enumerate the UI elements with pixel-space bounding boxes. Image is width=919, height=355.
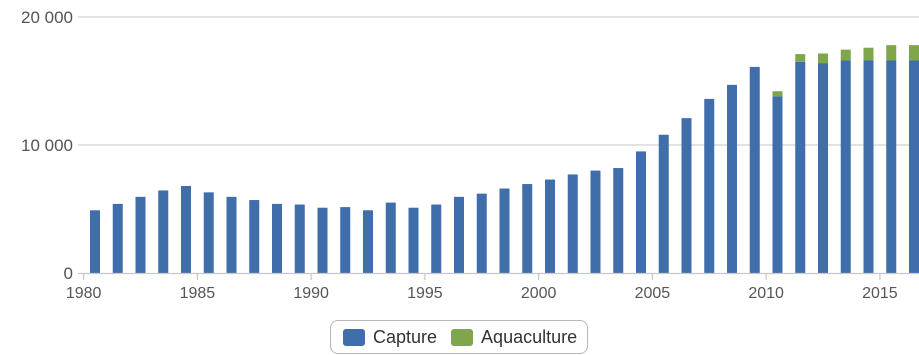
- y-tick-label: 0: [64, 264, 73, 283]
- bar-aquaculture-2014[interactable]: [863, 47, 874, 61]
- bar-capture-2010[interactable]: [772, 96, 783, 273]
- legend-swatch-aquaculture: [451, 328, 474, 346]
- x-tick-label: 2010: [748, 285, 784, 302]
- bar-capture-1983[interactable]: [158, 190, 169, 273]
- bar-capture-1989[interactable]: [294, 204, 305, 273]
- bar-capture-2006[interactable]: [681, 118, 692, 274]
- bar-aquaculture-2010[interactable]: [772, 91, 783, 97]
- x-tick-label: 1990: [293, 285, 329, 302]
- bar-capture-1980[interactable]: [90, 210, 100, 273]
- bar-capture-1990[interactable]: [317, 207, 328, 273]
- bar-capture-2014[interactable]: [863, 60, 874, 273]
- legend-label-capture: Capture: [373, 326, 438, 347]
- bar-capture-1996[interactable]: [454, 196, 464, 273]
- legend: Capture Aquaculture: [330, 320, 589, 354]
- bar-capture-2016[interactable]: [909, 60, 919, 273]
- bar-capture-2013[interactable]: [840, 60, 851, 273]
- bar-capture-1999[interactable]: [522, 184, 533, 273]
- x-tick-label: 1980: [66, 285, 102, 302]
- bar-capture-1993[interactable]: [385, 202, 396, 273]
- bar-capture-1985[interactable]: [203, 192, 214, 273]
- legend-label-aquaculture: Aquaculture: [481, 326, 578, 347]
- bar-capture-1987[interactable]: [249, 200, 260, 273]
- bar-capture-1986[interactable]: [226, 196, 237, 273]
- bar-capture-2001[interactable]: [567, 174, 578, 273]
- bar-capture-1981[interactable]: [112, 203, 123, 273]
- bar-aquaculture-2015[interactable]: [886, 45, 897, 61]
- bar-capture-2004[interactable]: [636, 151, 646, 273]
- bar-capture-1997[interactable]: [476, 193, 487, 273]
- bar-capture-2003[interactable]: [613, 168, 624, 273]
- bar-capture-2015[interactable]: [886, 60, 897, 273]
- bar-capture-1982[interactable]: [135, 196, 146, 273]
- bar-capture-2009[interactable]: [749, 66, 760, 273]
- bar-capture-1992[interactable]: [363, 210, 373, 273]
- gridlines: [78, 16, 919, 146]
- axes: 0 10 000 20 000 1980 1985 1990 1995 2000 2005 201…: [21, 8, 919, 302]
- bar-capture-2012[interactable]: [818, 63, 828, 273]
- x-tick-label: 2000: [521, 285, 557, 302]
- bar-capture-2007[interactable]: [704, 98, 715, 273]
- x-tick-label: 1995: [407, 285, 443, 302]
- bar-capture-2011[interactable]: [795, 61, 806, 273]
- bar-capture-1991[interactable]: [340, 207, 351, 273]
- y-tick-label: 20 000: [21, 8, 73, 27]
- legend-item-capture[interactable]: Capture: [343, 327, 437, 348]
- bar-aquaculture-2013[interactable]: [840, 49, 851, 61]
- x-tick-label: 2005: [635, 285, 671, 302]
- legend-item-aquaculture[interactable]: Aquaculture: [451, 327, 577, 348]
- bar-capture-2002[interactable]: [590, 170, 601, 273]
- y-tick-label: 10 000: [21, 136, 73, 155]
- bar-aquaculture-2011[interactable]: [795, 54, 806, 62]
- bar-aquaculture-2012[interactable]: [818, 53, 828, 64]
- bar-capture-2005[interactable]: [658, 134, 669, 273]
- x-tick-label: 2015: [862, 285, 898, 302]
- bar-capture-1984[interactable]: [181, 185, 191, 273]
- bar-capture-2008[interactable]: [727, 84, 737, 273]
- bar-capture-1995[interactable]: [431, 204, 442, 273]
- x-tick-label: 1985: [180, 285, 216, 302]
- bar-capture-1998[interactable]: [499, 188, 510, 273]
- bar-capture-1994[interactable]: [408, 207, 419, 273]
- bar-capture-2000[interactable]: [545, 179, 555, 273]
- bar-aquaculture-2016[interactable]: [909, 45, 919, 61]
- bar-capture-1988[interactable]: [272, 203, 282, 273]
- bars: [90, 45, 919, 274]
- legend-swatch-capture: [343, 328, 365, 346]
